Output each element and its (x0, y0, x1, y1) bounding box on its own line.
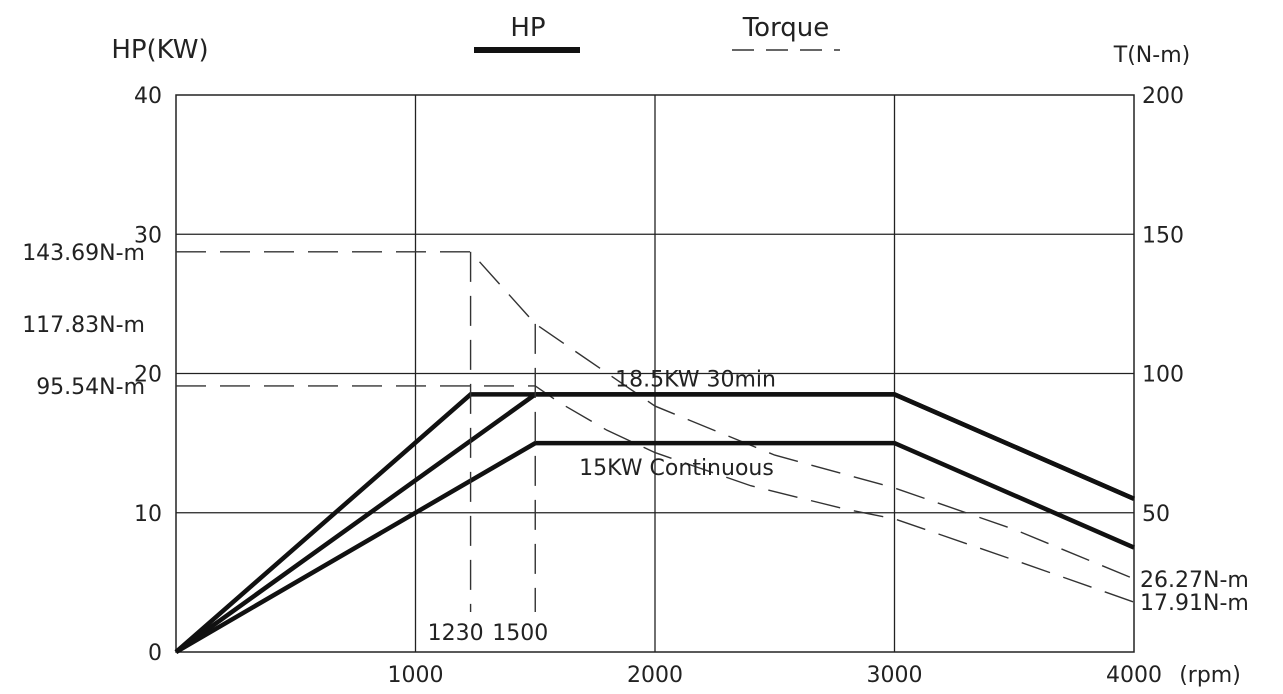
curve-annotation: 18.5KW 30min (615, 367, 776, 392)
left-axis-tick-label: 10 (134, 502, 162, 527)
left-axis-tick-label: 30 (134, 223, 162, 248)
torque-series-line (176, 251, 1135, 580)
labels: 0 10 20 30 40 50 100 150 200 1000 2000 3000 4000 HP(K… (22, 13, 1249, 688)
right-axis-tick-label: 200 (1142, 84, 1184, 109)
torque-value-label: 17.91N-m (1140, 591, 1249, 616)
left-axis-tick-label: 20 (134, 363, 162, 388)
legend-label-torque: Torque (742, 13, 830, 43)
torque-value-label: 117.83N-m (22, 313, 145, 338)
left-axis-tick-label: 0 (148, 641, 162, 666)
torque-value-label: 95.54N-m (36, 375, 145, 400)
left-axis-tick-label: 40 (134, 84, 162, 109)
power-series-line (174, 392, 1135, 654)
left-axis-title: HP(KW) (111, 35, 208, 65)
x-axis-tick-label: 2000 (627, 663, 683, 688)
x-axis-tick-label: 3000 (867, 663, 923, 688)
torque-value-label: 143.69N-m (22, 241, 145, 266)
rpm-marker-label: 1230 (428, 621, 484, 646)
power-series-line (174, 440, 1135, 654)
series-lines (174, 251, 1135, 654)
right-axis-tick-label: 150 (1142, 223, 1184, 248)
x-axis-tick-label: 4000 (1106, 663, 1162, 688)
x-axis-tick-label: 1000 (388, 663, 444, 688)
curve-annotation: 15KW Continuous (579, 456, 774, 481)
torque-value-label: 26.27N-m (1140, 568, 1249, 593)
rpm-marker-label: 1500 (492, 621, 548, 646)
vertical-markers: 1230 1500 (428, 251, 548, 646)
right-axis-tick-label: 100 (1142, 363, 1184, 388)
right-axis-title: T(N-m) (1113, 43, 1190, 68)
x-axis-title: (rpm) (1179, 663, 1241, 688)
right-axis-tick-label: 50 (1142, 502, 1170, 527)
legend-label-hp: HP (510, 13, 545, 43)
